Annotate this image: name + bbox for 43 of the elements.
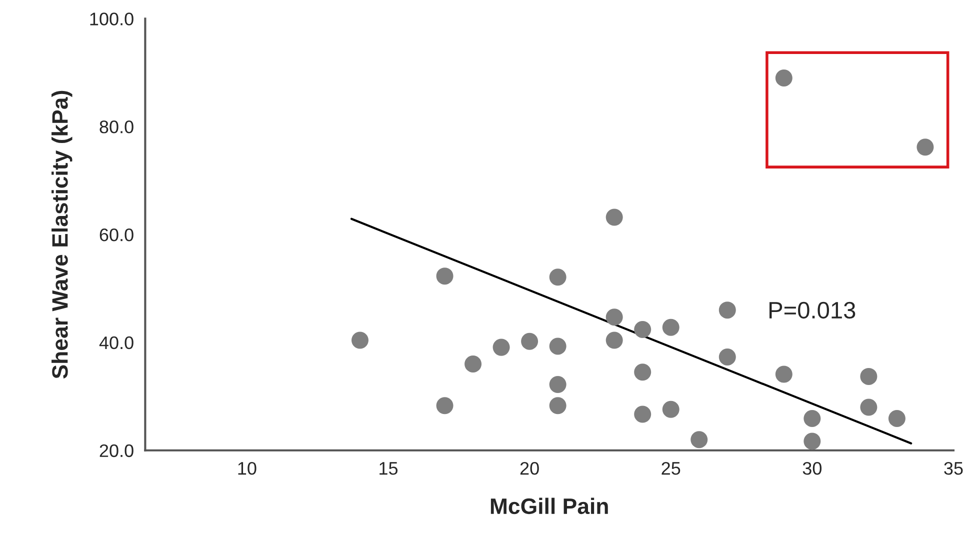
- point: [606, 308, 623, 326]
- point: [634, 364, 652, 381]
- point: [436, 397, 454, 414]
- point: [888, 410, 906, 428]
- x-tick-label: 30: [802, 462, 822, 475]
- point: [634, 406, 652, 423]
- x-axis-title: McGill Pain: [490, 498, 608, 514]
- point: [549, 268, 566, 286]
- x-tick-label: 10: [238, 462, 256, 475]
- point: [464, 356, 482, 373]
- point: [549, 397, 566, 414]
- point: [606, 208, 623, 226]
- point: [606, 332, 623, 349]
- y-tick-label: 80.0: [100, 120, 134, 134]
- point: [804, 410, 821, 428]
- point: [549, 376, 566, 394]
- point: [549, 338, 566, 355]
- annotation: P=0.013: [770, 302, 856, 319]
- x-tick-label: 35: [944, 462, 963, 475]
- point: [916, 138, 934, 156]
- point: [775, 366, 792, 383]
- x-tick-label: 25: [662, 462, 680, 475]
- y-tick-label: 60.0: [100, 228, 134, 242]
- point: [775, 70, 792, 87]
- y-tick-label: 40.0: [99, 336, 134, 350]
- x-tick-label: 15: [380, 462, 398, 475]
- point: [718, 302, 736, 319]
- y-tick-label: 100.0: [90, 12, 134, 26]
- x-tick-label: 20: [520, 462, 539, 475]
- point: [804, 432, 821, 450]
- point: [718, 348, 736, 366]
- point: [662, 318, 680, 336]
- point: [662, 400, 680, 418]
- point: [634, 320, 652, 338]
- y-axis-title: Shear Wave Elasticity (kPa): [52, 90, 72, 379]
- y-tick-label: 20.0: [100, 444, 134, 458]
- point: [436, 268, 454, 285]
- point: [860, 368, 878, 385]
- point: [492, 338, 510, 356]
- point: [690, 431, 708, 448]
- point: [521, 332, 538, 350]
- point: [860, 398, 878, 416]
- point: [351, 332, 368, 349]
